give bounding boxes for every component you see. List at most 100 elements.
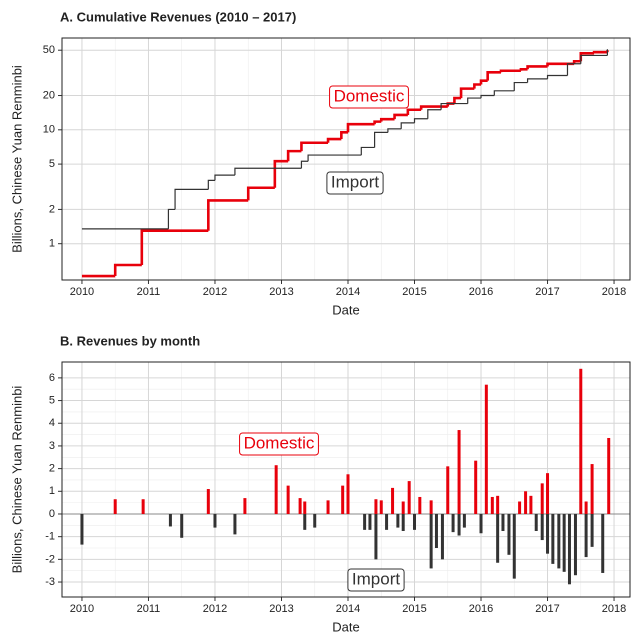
bar (303, 501, 307, 514)
y-tick-label: 5 (49, 394, 55, 406)
step-line (140, 229, 209, 266)
step-line (113, 263, 142, 277)
bar (457, 513, 461, 536)
bar (551, 513, 555, 564)
step-line (579, 51, 595, 62)
annotation-box (326, 171, 384, 195)
step-line (592, 50, 608, 54)
step-line (519, 67, 528, 71)
plot-border (61, 361, 631, 598)
bar (501, 513, 505, 531)
bar (213, 513, 217, 528)
annotation-box (239, 432, 319, 456)
bar (490, 496, 494, 514)
step-line (580, 54, 608, 64)
bar (346, 474, 350, 514)
bar (341, 485, 345, 514)
step-line (286, 149, 302, 162)
bar (374, 499, 378, 514)
x-axis-title: Date (332, 619, 359, 634)
bar (401, 501, 405, 514)
annotation-label: Import (352, 569, 400, 588)
bar (313, 513, 317, 528)
bar (474, 460, 478, 514)
x-tick-label: 2015 (402, 603, 426, 615)
step-line (572, 59, 581, 64)
x-tick-label: 2018 (602, 603, 626, 615)
annotation: Domestic (329, 85, 409, 109)
bar (206, 489, 210, 514)
bar (243, 498, 247, 514)
step-line (566, 63, 581, 76)
bar (557, 513, 561, 569)
y-tick-label: 2 (49, 203, 55, 215)
bar (546, 513, 550, 554)
step-line (300, 141, 329, 152)
annotation-label: Import (331, 172, 379, 191)
step-line (413, 118, 428, 123)
bar (524, 491, 528, 514)
step-line (326, 137, 342, 143)
bar (590, 513, 594, 547)
annotation-box (347, 568, 405, 592)
bar (584, 501, 588, 514)
y-tick-label: 20 (43, 89, 55, 101)
y-tick-label: 2 (49, 463, 55, 475)
step-line (374, 131, 388, 148)
bar (113, 499, 117, 514)
y-tick-label: -3 (45, 576, 55, 588)
bar (440, 513, 444, 560)
bar (326, 500, 330, 514)
x-tick-label: 2010 (70, 286, 94, 298)
annotation: Domestic (239, 432, 319, 456)
step-line (513, 81, 528, 91)
x-axis-title: Date (332, 302, 359, 317)
bar (579, 368, 583, 514)
x-tick-label: 2016 (469, 286, 493, 298)
bar (584, 513, 588, 558)
step-line (246, 186, 275, 201)
step-line (493, 90, 515, 96)
x-tick-label: 2015 (402, 286, 426, 298)
step-line (467, 97, 482, 104)
bar (457, 430, 461, 514)
step-line (419, 105, 448, 110)
x-tick-label: 2011 (137, 603, 161, 615)
y-tick-label: 4 (49, 417, 55, 429)
x-tick-label: 2010 (70, 603, 94, 615)
y-tick-label: 1 (49, 238, 55, 250)
step-line (453, 96, 462, 104)
y-axis-title: Billions, Chinese Yuan Renminbi (9, 65, 24, 253)
bar (607, 437, 611, 514)
bar (567, 513, 571, 585)
step-line (360, 146, 375, 156)
bar (274, 465, 278, 514)
x-tick-label: 2013 (269, 603, 293, 615)
step-line (479, 79, 488, 85)
y-tick-label: 10 (43, 124, 55, 136)
step-line (440, 102, 468, 110)
annotation: Import (326, 171, 384, 195)
x-tick-label: 2011 (137, 286, 161, 298)
x-tick-label: 2014 (336, 286, 360, 298)
bar (168, 513, 172, 527)
bar (573, 513, 577, 576)
step-line (340, 131, 348, 140)
bar (233, 513, 237, 535)
step-line (207, 199, 249, 231)
bar (385, 513, 389, 530)
step-line (307, 154, 362, 162)
step-line (526, 78, 548, 83)
annotation-label: Domestic (334, 86, 405, 105)
y-tick-label: 5 (49, 158, 55, 170)
bar (401, 513, 405, 531)
step-line (406, 108, 422, 115)
bar (80, 513, 84, 545)
step-line (400, 122, 415, 129)
bar (462, 513, 466, 528)
bar (407, 481, 411, 514)
y-tick-label: 3 (49, 440, 55, 452)
bar (429, 513, 433, 569)
bar (379, 500, 383, 514)
